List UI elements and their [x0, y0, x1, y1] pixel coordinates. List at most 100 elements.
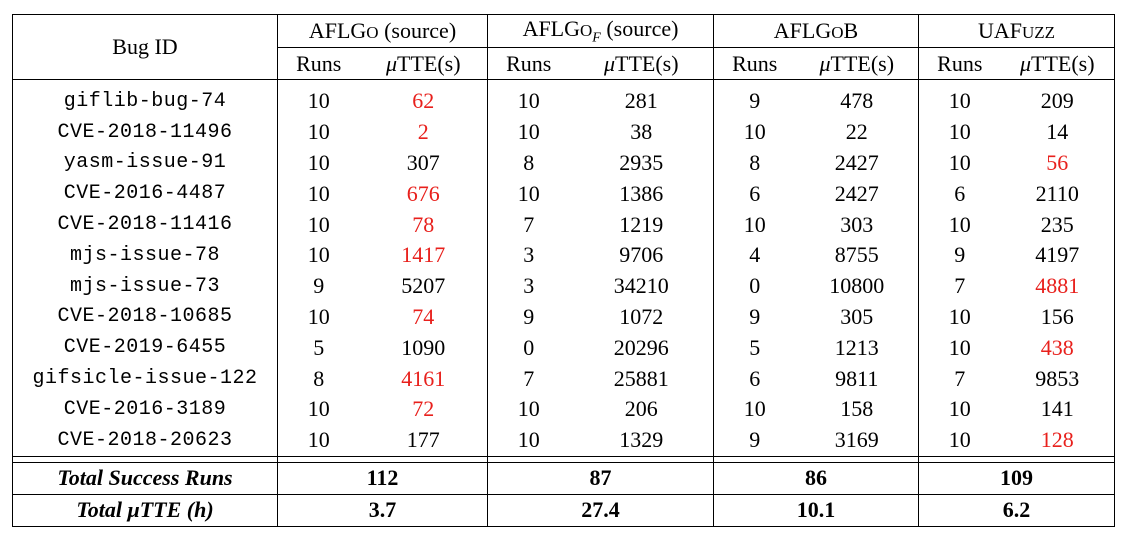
runs-header: Runs	[487, 47, 570, 80]
runs-cell: 10	[743, 211, 766, 237]
runs-cell: 9	[713, 424, 796, 457]
bug-id-cell: mjs-issue-73	[12, 270, 278, 302]
tte-cell: 1417	[359, 239, 488, 271]
tte-cell: 1090	[359, 332, 488, 364]
total-tte-row-label: Total μTTE (h)	[12, 493, 278, 527]
runs-cell: 10	[948, 88, 971, 114]
table-row: CVE-2016-4487 10 676 10 1386 6 2427 6 2110	[12, 178, 1116, 210]
runs-cell: 10	[307, 88, 330, 114]
tte-cell: 1213	[795, 332, 920, 364]
bug-id-cell: giflib-bug-74	[12, 86, 278, 117]
tte-cell: 4197	[1000, 239, 1116, 271]
total-tte-row-value: 3.7	[277, 493, 488, 527]
tte-cell: 34210	[569, 270, 714, 302]
table-row: mjs-issue-78 10 1417 3 9706 4 8755 9 4197	[12, 239, 1116, 271]
tte-cell: 9811	[795, 363, 920, 394]
tte-cell: 158	[795, 393, 920, 425]
runs-cell: 10	[307, 303, 330, 329]
runs-cell: 10	[307, 149, 330, 175]
total-success-runs-row-value: 86	[713, 461, 920, 495]
mu-tte-header: μTTE(s)	[569, 47, 714, 80]
tte-cell: 38	[569, 116, 714, 148]
bug-id-cell: mjs-issue-78	[12, 239, 278, 271]
total-success-runs-row-label: Total Success Runs	[12, 461, 278, 495]
tte-cell: 128	[1000, 424, 1116, 457]
runs-cell: 7	[523, 365, 535, 391]
bug-id-cell: yasm-issue-91	[12, 147, 278, 179]
table-row: CVE-2019-6455 5 1090 0 20296 5 1213 10 438	[12, 332, 1116, 364]
tte-cell: 281	[569, 86, 714, 117]
runs-cell: 9	[313, 273, 325, 299]
total-tte-row: Total μTTE (h) 3.7 27.4 10.1 6.2	[12, 493, 1116, 527]
runs-cell: 8	[313, 365, 325, 391]
bug-id-cell: gifsicle-issue-122	[12, 363, 278, 394]
mu-tte-header: μTTE(s)	[1000, 47, 1116, 80]
tte-cell: 3169	[795, 424, 920, 457]
mu-tte-header: μTTE(s)	[795, 47, 920, 80]
totals-section: Total Success Runs 112 87 86 109 Total μTTE (…	[12, 456, 1116, 527]
runs-cell: 7	[954, 365, 966, 391]
tool-header-uafuzz: UAFUZZ	[918, 14, 1116, 48]
runs-cell: 10	[948, 149, 971, 175]
total-success-runs-row-value: 87	[487, 461, 714, 495]
tte-cell: 72	[359, 393, 488, 425]
table-row: yasm-issue-91 10 307 8 2935 8 2427 10 56	[12, 147, 1116, 179]
runs-cell: 6	[749, 365, 761, 391]
tte-cell: 10800	[795, 270, 920, 302]
tte-cell: 9706	[569, 239, 714, 271]
tool-header-aflgo-source: AFLGO (source)	[277, 14, 488, 48]
runs-cell: 6	[749, 180, 761, 206]
tte-cell: 4161	[359, 363, 488, 394]
runs-cell: 8	[523, 149, 535, 175]
tte-cell: 307	[359, 147, 488, 179]
total-success-runs-row-value: 112	[277, 461, 488, 495]
table-row: CVE-2018-20623 10 177 10 1329 9 3169 10 128	[12, 424, 1116, 457]
tte-cell: 8755	[795, 239, 920, 271]
runs-cell: 3	[523, 242, 535, 268]
runs-cell: 4	[749, 242, 761, 268]
tte-cell: 478	[795, 86, 920, 117]
results-body: giflib-bug-74 10 62 10 281 9 478 10 209 CVE-2018-…	[12, 86, 1116, 457]
runs-cell: 3	[523, 273, 535, 299]
table-row: CVE-2016-3189 10 72 10 206 10 158 10 141	[12, 393, 1116, 425]
runs-cell: 7	[954, 273, 966, 299]
tte-cell: 1219	[569, 209, 714, 240]
runs-cell: 0	[749, 273, 761, 299]
tte-cell: 438	[1000, 332, 1116, 364]
runs-cell: 10	[948, 396, 971, 422]
runs-cell: 8	[749, 149, 761, 175]
mu-tte-header: μTTE(s)	[359, 47, 488, 80]
runs-cell: 10	[517, 396, 540, 422]
header-row-tools: Bug ID AFLGO (source) AFLGOF (source) AF…	[12, 14, 1116, 80]
tte-cell: 141	[1000, 393, 1116, 425]
tte-cell: 4881	[1000, 270, 1116, 302]
runs-cell: 10	[307, 242, 330, 268]
tte-cell: 78	[359, 209, 488, 240]
runs-cell: 10	[307, 211, 330, 237]
total-tte-row-value: 27.4	[487, 493, 714, 527]
tte-cell: 74	[359, 301, 488, 333]
runs-cell: 10	[517, 180, 540, 206]
bug-id-cell: CVE-2019-6455	[12, 332, 278, 364]
bug-id-cell: CVE-2018-11496	[12, 116, 278, 148]
runs-cell: 9	[523, 303, 535, 329]
tte-cell: 235	[1000, 209, 1116, 240]
tte-cell: 305	[795, 301, 920, 333]
tte-cell: 177	[359, 424, 488, 457]
results-table: Bug ID AFLGO (source) AFLGOF (source) AF…	[12, 14, 1116, 527]
tte-cell: 62	[359, 86, 488, 117]
tte-cell: 22	[795, 116, 920, 148]
runs-cell: 10	[743, 119, 766, 145]
results-table-container: Bug ID AFLGO (source) AFLGOF (source) AF…	[12, 14, 1116, 527]
runs-cell: 10	[307, 119, 330, 145]
runs-cell: 10	[487, 424, 570, 457]
runs-cell: 10	[918, 424, 1001, 457]
bug-id-cell: CVE-2018-20623	[12, 424, 278, 457]
runs-cell: 10	[948, 303, 971, 329]
runs-cell: 10	[948, 119, 971, 145]
tte-cell: 1072	[569, 301, 714, 333]
bug-id-cell: CVE-2018-10685	[12, 301, 278, 333]
bug-id-header: Bug ID	[12, 14, 278, 80]
runs-cell: 10	[517, 119, 540, 145]
total-success-runs-row-value: 109	[918, 461, 1116, 495]
